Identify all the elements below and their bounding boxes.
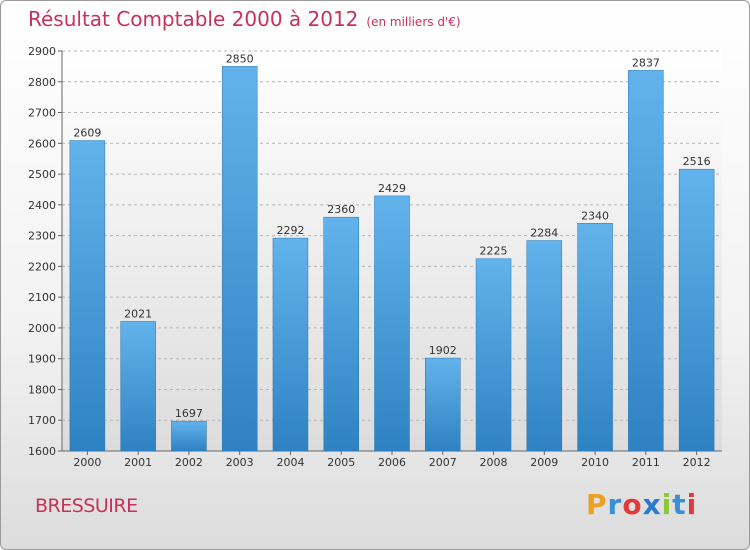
bar-value-label: 2850 bbox=[226, 52, 254, 65]
x-tick-label: 2003 bbox=[226, 456, 254, 469]
logo-letter: r bbox=[607, 488, 623, 521]
y-tick-label: 2700 bbox=[28, 107, 56, 120]
y-tick-label: 1600 bbox=[28, 445, 56, 458]
y-tick-label: 1900 bbox=[28, 353, 56, 366]
bar-value-label: 2021 bbox=[124, 307, 152, 320]
bar-value-label: 2292 bbox=[276, 224, 304, 237]
logo-letter: P bbox=[586, 488, 608, 521]
x-tick-label: 2004 bbox=[276, 456, 304, 469]
bar-2003 bbox=[221, 66, 258, 452]
bar-2009 bbox=[526, 240, 563, 452]
y-tick-label: 1700 bbox=[28, 414, 56, 427]
logo-letter: i bbox=[661, 488, 673, 521]
chart-title-main: Résultat Comptable 2000 à 2012 bbox=[28, 7, 359, 31]
logo-letter: i bbox=[686, 488, 698, 521]
bar-value-label: 2516 bbox=[683, 155, 711, 168]
bar-value-label: 2609 bbox=[73, 127, 101, 140]
bar-value-label: 2284 bbox=[530, 227, 558, 240]
y-tick-label: 2500 bbox=[28, 168, 56, 181]
y-tick-label: 2100 bbox=[28, 291, 56, 304]
bar-2007 bbox=[425, 357, 461, 452]
chart-subtitle: (en milliers d'€) bbox=[366, 15, 461, 29]
logo-letter: x bbox=[642, 488, 662, 521]
bar-value-label: 2340 bbox=[581, 209, 609, 222]
bar-2012 bbox=[678, 168, 715, 452]
x-tick-label: 2002 bbox=[175, 456, 203, 469]
y-tick-label: 1800 bbox=[28, 383, 56, 396]
logo-letter: t bbox=[672, 488, 687, 521]
y-tick-label: 2600 bbox=[28, 137, 56, 150]
y-tick-label: 2800 bbox=[28, 76, 56, 89]
y-tick-label: 2000 bbox=[28, 322, 56, 335]
city-name: BRESSUIRE bbox=[35, 495, 138, 517]
y-tick-label: 2200 bbox=[28, 260, 56, 273]
bar-value-label: 1902 bbox=[429, 344, 457, 357]
x-tick-label: 2007 bbox=[429, 456, 457, 469]
bar-value-label: 2225 bbox=[480, 245, 508, 258]
x-tick-label: 2012 bbox=[683, 456, 711, 469]
bar-2008 bbox=[475, 258, 512, 452]
y-tick-label: 2900 bbox=[28, 45, 56, 58]
bar-2011 bbox=[628, 70, 664, 452]
bar-2001 bbox=[120, 321, 156, 452]
bar-2010 bbox=[577, 223, 613, 452]
x-tick-label: 2005 bbox=[327, 456, 355, 469]
y-tick-label: 2300 bbox=[28, 230, 56, 243]
x-tick-label: 2006 bbox=[378, 456, 406, 469]
x-tick-label: 2008 bbox=[480, 456, 508, 469]
bar-value-label: 2360 bbox=[327, 203, 355, 216]
bar-value-label: 2429 bbox=[378, 182, 406, 195]
bar-value-label: 2837 bbox=[632, 56, 660, 69]
x-tick-label: 2009 bbox=[530, 456, 558, 469]
chart-title: Résultat Comptable 2000 à 2012 (en millie… bbox=[28, 7, 461, 31]
logo-letter: o bbox=[622, 488, 643, 521]
x-tick-label: 2010 bbox=[581, 456, 609, 469]
x-tick-label: 2000 bbox=[73, 456, 101, 469]
bar-2004 bbox=[272, 237, 309, 452]
bar-2006 bbox=[374, 195, 410, 452]
bar-2000 bbox=[69, 140, 106, 452]
y-tick-label: 2400 bbox=[28, 199, 56, 212]
x-tick-label: 2001 bbox=[124, 456, 152, 469]
bar-value-label: 1697 bbox=[175, 407, 203, 420]
bar-2005 bbox=[323, 216, 359, 452]
x-tick-label: 2011 bbox=[632, 456, 660, 469]
proxiti-logo: Proxiti bbox=[586, 488, 697, 521]
bar-2002 bbox=[171, 420, 207, 452]
